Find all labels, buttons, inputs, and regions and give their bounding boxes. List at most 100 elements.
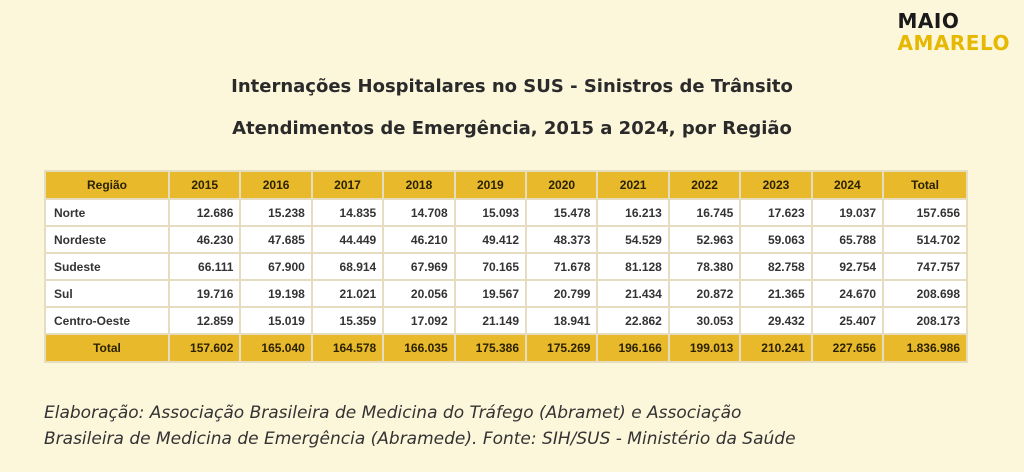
page-subtitle: Atendimentos de Emergência, 2015 a 2024,… bbox=[232, 118, 792, 139]
logo-line-1: MAIO bbox=[897, 9, 960, 33]
maio-amarelo-logo: MAIO AMARELO bbox=[898, 10, 1010, 54]
total-value-cell: 227.656 bbox=[810, 333, 885, 363]
column-header: 2022 bbox=[667, 170, 742, 200]
value-cell: 67.900 bbox=[239, 252, 313, 281]
value-cell: 12.859 bbox=[167, 306, 242, 335]
value-cell: 48.373 bbox=[525, 225, 599, 254]
value-cell: 14.835 bbox=[310, 198, 385, 227]
value-cell: 78.380 bbox=[667, 252, 742, 281]
value-cell: 66.111 bbox=[167, 252, 242, 281]
value-cell: 44.449 bbox=[310, 225, 385, 254]
total-value-cell: 165.040 bbox=[239, 333, 313, 363]
column-header: 2024 bbox=[810, 170, 885, 200]
value-cell: 19.716 bbox=[167, 279, 242, 308]
column-header: 2018 bbox=[382, 170, 456, 200]
value-cell: 54.529 bbox=[596, 225, 670, 254]
table-header-row: Região 2015 2016 2017 2018 2019 2020 2021 2022 20… bbox=[44, 170, 968, 200]
value-cell: 49.412 bbox=[453, 225, 528, 254]
table-row: Centro-Oeste 12.859 15.019 15.359 17.092 21.1… bbox=[44, 306, 968, 335]
value-cell: 21.434 bbox=[596, 279, 670, 308]
hospitalizations-table: Região 2015 2016 2017 2018 2019 2020 2021 2022 20… bbox=[44, 170, 968, 363]
value-cell: 16.213 bbox=[596, 198, 670, 227]
total-label-cell: Total bbox=[44, 333, 170, 363]
value-cell: 18.941 bbox=[525, 306, 599, 335]
value-cell: 17.092 bbox=[382, 306, 456, 335]
value-cell: 157.656 bbox=[882, 198, 968, 227]
column-header: 2023 bbox=[739, 170, 813, 200]
value-cell: 52.963 bbox=[667, 225, 742, 254]
column-header: 2017 bbox=[310, 170, 385, 200]
value-cell: 71.678 bbox=[525, 252, 599, 281]
value-cell: 59.063 bbox=[739, 225, 813, 254]
value-cell: 15.093 bbox=[453, 198, 528, 227]
value-cell: 16.745 bbox=[667, 198, 742, 227]
column-header: 2016 bbox=[239, 170, 313, 200]
region-cell: Nordeste bbox=[44, 225, 170, 254]
column-header: 2021 bbox=[596, 170, 670, 200]
column-header: 2020 bbox=[525, 170, 599, 200]
source-credit: Elaboração: Associação Brasileira de Med… bbox=[44, 400, 1004, 452]
value-cell: 21.365 bbox=[739, 279, 813, 308]
value-cell: 24.670 bbox=[810, 279, 885, 308]
total-value-cell: 1.836.986 bbox=[882, 333, 968, 363]
value-cell: 17.623 bbox=[739, 198, 813, 227]
total-value-cell: 210.241 bbox=[739, 333, 813, 363]
logo-line-2: AMARELO bbox=[897, 31, 1010, 55]
value-cell: 19.567 bbox=[453, 279, 528, 308]
value-cell: 20.872 bbox=[667, 279, 742, 308]
table-row: Sul 19.716 19.198 21.021 20.056 19.567 20.799 2… bbox=[44, 279, 968, 308]
value-cell: 29.432 bbox=[739, 306, 813, 335]
table-row: Norte 12.686 15.238 14.835 14.708 15.093 15.47… bbox=[44, 198, 968, 227]
value-cell: 514.702 bbox=[882, 225, 968, 254]
value-cell: 208.173 bbox=[882, 306, 968, 335]
credit-line-2: Brasileira de Medicina de Emergência (Ab… bbox=[44, 429, 796, 449]
page-title: Internações Hospitalares no SUS - Sinist… bbox=[231, 76, 793, 97]
value-cell: 14.708 bbox=[382, 198, 456, 227]
value-cell: 92.754 bbox=[810, 252, 885, 281]
value-cell: 208.698 bbox=[882, 279, 968, 308]
total-value-cell: 175.269 bbox=[525, 333, 599, 363]
column-header: Total bbox=[882, 170, 968, 200]
value-cell: 30.053 bbox=[667, 306, 742, 335]
value-cell: 15.359 bbox=[310, 306, 385, 335]
region-cell: Centro-Oeste bbox=[44, 306, 170, 335]
total-value-cell: 166.035 bbox=[382, 333, 456, 363]
value-cell: 68.914 bbox=[310, 252, 385, 281]
total-value-cell: 196.166 bbox=[596, 333, 670, 363]
table-row: Nordeste 46.230 47.685 44.449 46.210 49.412 48… bbox=[44, 225, 968, 254]
total-value-cell: 157.602 bbox=[167, 333, 242, 363]
total-value-cell: 175.386 bbox=[453, 333, 528, 363]
value-cell: 15.478 bbox=[525, 198, 599, 227]
value-cell: 22.862 bbox=[596, 306, 670, 335]
value-cell: 25.407 bbox=[810, 306, 885, 335]
region-cell: Norte bbox=[44, 198, 170, 227]
column-header: Região bbox=[44, 170, 170, 200]
table-total-row: Total 157.602 165.040 164.578 166.035 175.386… bbox=[44, 333, 968, 363]
value-cell: 20.799 bbox=[525, 279, 599, 308]
value-cell: 21.149 bbox=[453, 306, 528, 335]
value-cell: 19.198 bbox=[239, 279, 313, 308]
value-cell: 67.969 bbox=[382, 252, 456, 281]
value-cell: 70.165 bbox=[453, 252, 528, 281]
value-cell: 12.686 bbox=[167, 198, 242, 227]
value-cell: 81.128 bbox=[596, 252, 670, 281]
value-cell: 47.685 bbox=[239, 225, 313, 254]
column-header: 2015 bbox=[167, 170, 242, 200]
total-value-cell: 199.013 bbox=[667, 333, 742, 363]
value-cell: 65.788 bbox=[810, 225, 885, 254]
value-cell: 46.230 bbox=[167, 225, 242, 254]
credit-line-1: Elaboração: Associação Brasileira de Med… bbox=[44, 403, 742, 423]
value-cell: 15.238 bbox=[239, 198, 313, 227]
table-row: Sudeste 66.111 67.900 68.914 67.969 70.165 71.… bbox=[44, 252, 968, 281]
value-cell: 20.056 bbox=[382, 279, 456, 308]
column-header: 2019 bbox=[453, 170, 528, 200]
region-cell: Sudeste bbox=[44, 252, 170, 281]
total-value-cell: 164.578 bbox=[310, 333, 385, 363]
value-cell: 15.019 bbox=[239, 306, 313, 335]
value-cell: 19.037 bbox=[810, 198, 885, 227]
value-cell: 747.757 bbox=[882, 252, 968, 281]
value-cell: 46.210 bbox=[382, 225, 456, 254]
value-cell: 82.758 bbox=[739, 252, 813, 281]
value-cell: 21.021 bbox=[310, 279, 385, 308]
region-cell: Sul bbox=[44, 279, 170, 308]
